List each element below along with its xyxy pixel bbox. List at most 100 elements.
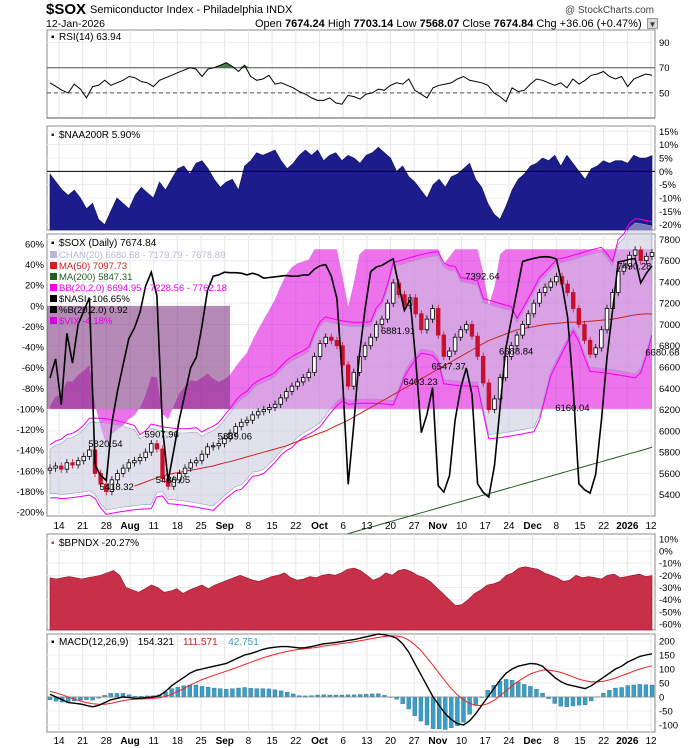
macd-histogram-bar [90, 696, 95, 701]
price-legend-swatch [50, 284, 57, 291]
price-annotation: 6688.84 [499, 347, 533, 358]
macd-histogram-bar [248, 688, 253, 698]
macd-histogram-bar [570, 696, 576, 707]
macd-histogram-bar [613, 687, 618, 698]
x-axis-label-price: 28 [101, 521, 113, 532]
x-axis-label-price: 13 [361, 521, 373, 532]
rsi-line [49, 62, 653, 105]
macd-histogram-bar [272, 689, 278, 698]
x-axis-label-price: 12 [645, 521, 657, 532]
x-axis-label-bottom: 27 [409, 736, 421, 747]
price-tick-label: 5400 [659, 490, 680, 501]
candle-body [565, 283, 570, 293]
candle-body [227, 432, 233, 439]
x-axis-label-price: 17 [480, 521, 492, 532]
macd-tick-label: 200 [659, 637, 675, 648]
candle-body [323, 336, 328, 345]
candle-body [137, 457, 143, 462]
candle-body [75, 460, 81, 466]
macd-histogram-bar [424, 696, 430, 726]
x-axis-label-bottom: 15 [267, 736, 279, 747]
price-tick-label: 7800 [659, 235, 680, 246]
macd-tick-label: 50 [659, 679, 670, 690]
bpndx-tick-label: 0% [659, 547, 673, 558]
low-label: Low [396, 18, 417, 30]
price-title: $SOX (Daily) 7674.84 [59, 238, 157, 249]
price-legend-swatch [50, 251, 57, 258]
price-legend-entry: MA(50) 7097.73 [59, 261, 127, 272]
rsi-tick-label: 90 [659, 38, 670, 49]
macd-histogram-bar [631, 684, 636, 698]
price-legend-swatch [50, 295, 57, 302]
candle-body [244, 419, 250, 423]
candle-body [621, 265, 627, 272]
candle-body [599, 329, 604, 349]
macd-histogram-bar [406, 696, 411, 710]
candle-body [64, 462, 70, 470]
price-annotation: 7392.64 [465, 272, 499, 283]
x-axis-label-bottom: 8 [246, 736, 252, 747]
low-value: 7568.07 [419, 18, 460, 30]
price-tick-label: 7600 [659, 256, 680, 267]
candle-body [554, 276, 559, 283]
macd-histogram-bar [418, 696, 424, 722]
rsi-legend-swatch: ▪ [51, 32, 55, 43]
macd-legend-entry: MACD(12,26,9) [59, 637, 128, 648]
macd-line [49, 633, 653, 726]
candle-body [143, 451, 148, 458]
bpndx-tick-label: 10% [659, 534, 679, 545]
price-left-tick-label: -20% [22, 322, 45, 333]
price-legend-entry: CHAN(20) 6680.68 - 7179.79 - 7678.89 [59, 250, 225, 261]
candle-body [469, 324, 475, 337]
candle-body [385, 302, 390, 320]
x-axis-label-bottom: 22 [290, 736, 302, 747]
macd-histogram-bar [576, 696, 582, 706]
candle-body [132, 460, 137, 464]
candle-body [199, 453, 205, 462]
price-legend-entry: $VIX -4.18% [59, 316, 113, 327]
candle-body [194, 460, 199, 464]
x-axis-label-bottom: 21 [77, 736, 89, 747]
candle-body [250, 414, 255, 421]
macd-histogram-bar [455, 696, 460, 726]
chg-label: Chg [536, 18, 557, 30]
bpndx-tick-label: -30% [659, 583, 682, 594]
macd-histogram-bar [619, 687, 624, 698]
price-left-tick-label: 60% [25, 240, 45, 251]
collapse-arrow-icon[interactable]: ▼ [647, 18, 658, 29]
bpndx-tick-label: -50% [659, 607, 682, 618]
candle-body [267, 407, 272, 410]
candle-body [47, 467, 53, 471]
macd-histogram-bar [108, 693, 113, 698]
candle-body [593, 347, 598, 355]
macd-histogram-bar [376, 693, 381, 698]
macd-histogram-bar [199, 686, 205, 698]
x-axis-label-bottom: 6 [340, 736, 346, 747]
candle-body [120, 467, 126, 474]
rsi-tick-label: 50 [659, 88, 670, 99]
candle-body [441, 334, 447, 357]
x-axis-label-price: 15 [267, 521, 279, 532]
x-axis-label-bottom: Aug [120, 736, 139, 747]
price-annotation: 5820.54 [88, 439, 122, 450]
candle-body [295, 381, 300, 387]
candle-body [255, 411, 261, 416]
price-tick-label: 5600 [659, 469, 680, 480]
macd-signal-line [49, 635, 653, 706]
price-left-tick-label: -180% [17, 487, 45, 498]
x-axis-label-price: 27 [409, 521, 421, 532]
macd-histogram-bar [449, 696, 454, 728]
macd-histogram-bar [564, 696, 570, 707]
candle-body [548, 281, 553, 288]
x-axis-label-bottom: 11 [149, 736, 160, 747]
naa-tick-label: 10% [659, 140, 679, 151]
x-axis-label-bottom: Sep [216, 736, 234, 747]
candle-body [239, 421, 244, 428]
candle-body [149, 443, 154, 453]
candle-body [362, 345, 368, 357]
price-left-tick-label: -140% [17, 446, 45, 457]
x-axis-label-bottom: Dec [523, 736, 542, 747]
price-annotation: 6680.68 [645, 347, 679, 358]
candle-body [537, 292, 542, 304]
candle-body [374, 324, 379, 338]
